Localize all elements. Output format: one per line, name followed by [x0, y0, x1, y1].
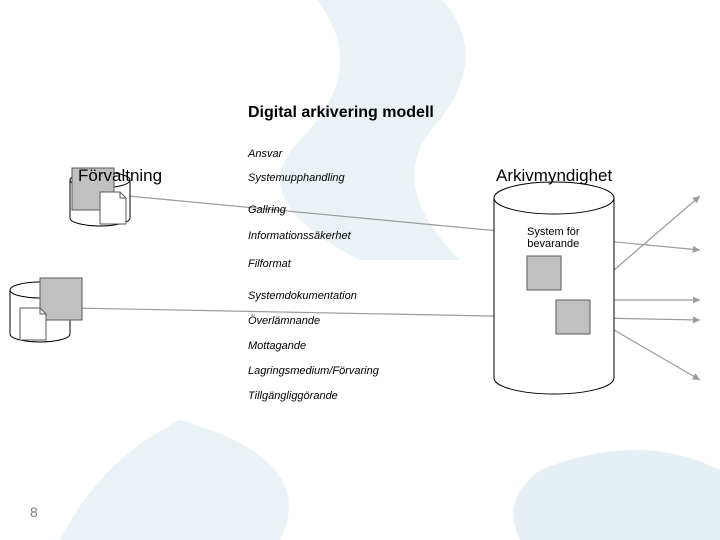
archive-label-line1: System för [527, 226, 580, 238]
process-item: Lagringsmedium/Förvaring [248, 365, 379, 377]
page-number: 8 [30, 504, 38, 520]
diagram-shapes [0, 0, 720, 540]
process-item: Systemdokumentation [248, 290, 357, 302]
process-item: Informationssäkerhet [248, 230, 351, 242]
process-item: Filformat [248, 258, 291, 270]
process-item: Överlämnande [248, 315, 320, 327]
archive-cylinder-label: System för bevarande [527, 226, 580, 250]
process-item: Tillgängliggörande [248, 390, 338, 402]
slide-title: Digital arkivering modell [248, 104, 434, 122]
slide-stage: { "page": { "width": 720, "height": 540,… [0, 0, 720, 540]
heading-arkivmyndighet: Arkivmyndighet [496, 166, 612, 186]
heading-forvaltning: Förvaltning [78, 166, 162, 186]
process-item: Gallring [248, 204, 286, 216]
archive-label-line2: bevarande [527, 238, 580, 250]
process-item: Systemupphandling [248, 172, 345, 184]
process-item: Ansvar [248, 148, 282, 160]
process-item: Mottagande [248, 340, 306, 352]
